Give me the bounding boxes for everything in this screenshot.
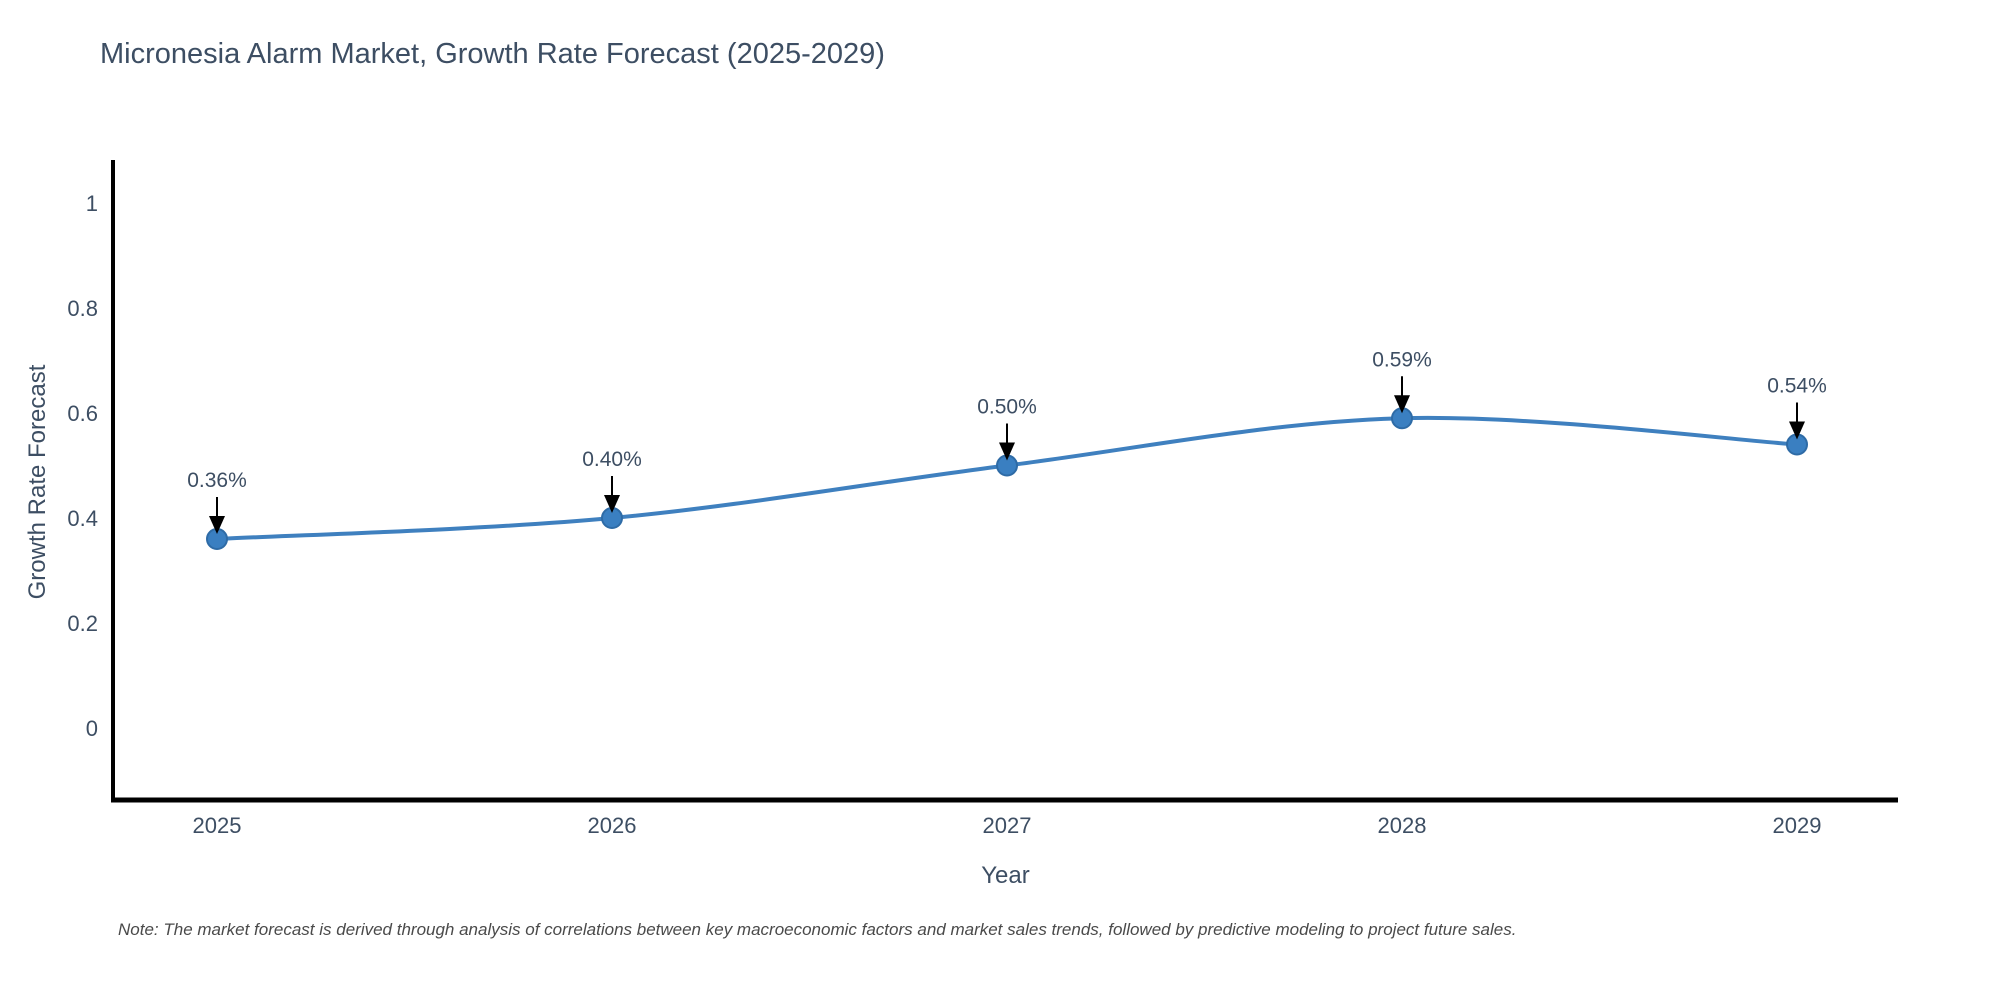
annotation-arrow-head xyxy=(1789,421,1805,440)
x-tick-label: 2028 xyxy=(1378,813,1427,838)
x-tick-label: 2025 xyxy=(193,813,242,838)
x-axis-title: Year xyxy=(981,862,1030,889)
y-tick-label: 1 xyxy=(86,191,98,216)
data-point-label: 0.36% xyxy=(187,469,247,492)
data-point-label: 0.59% xyxy=(1372,348,1432,371)
y-tick-label: 0.4 xyxy=(67,506,98,531)
chart-title: Micronesia Alarm Market, Growth Rate For… xyxy=(100,38,885,70)
data-point-label: 0.54% xyxy=(1767,375,1827,398)
data-point-label: 0.40% xyxy=(582,448,642,471)
annotation-arrow-head xyxy=(999,442,1015,461)
x-tick-label: 2026 xyxy=(588,813,637,838)
data-point-label: 0.50% xyxy=(977,396,1037,419)
footnote: Note: The market forecast is derived thr… xyxy=(118,920,1517,939)
annotation-arrow-head xyxy=(604,495,620,513)
x-tick-label: 2027 xyxy=(983,813,1032,838)
annotation-arrow-head xyxy=(209,516,225,534)
y-tick-label: 0.8 xyxy=(67,296,98,321)
x-tick-label: 2029 xyxy=(1773,813,1822,838)
y-tick-label: 0.2 xyxy=(67,611,98,636)
y-tick-label: 0.6 xyxy=(67,401,98,426)
annotation-arrow-head xyxy=(1394,395,1410,414)
y-tick-label: 0 xyxy=(86,716,98,741)
